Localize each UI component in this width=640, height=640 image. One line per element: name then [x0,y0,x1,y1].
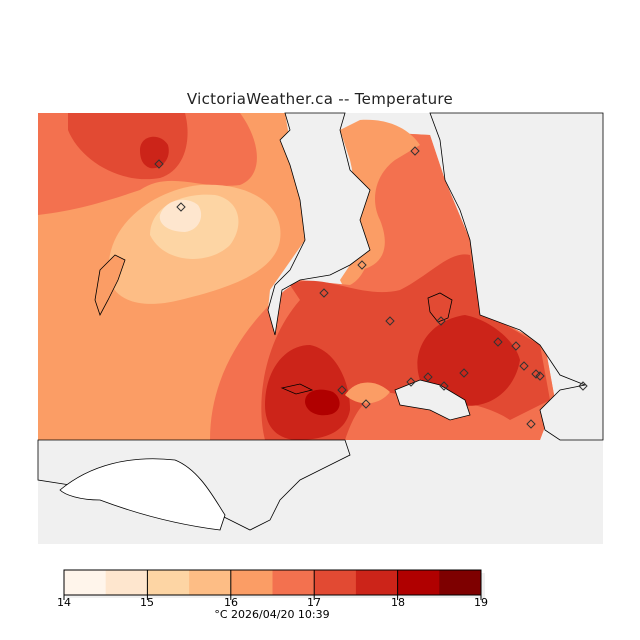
east-water [429,112,604,441]
colorbar-cell [189,570,232,595]
colorbar-tick-label: 18 [391,596,405,609]
colorbar-cell [147,570,190,595]
colorbar-tick-label: 14 [57,596,71,609]
colorbar-tick-label: 19 [474,596,488,609]
colorbar-cell [355,570,399,595]
colorbar-cell [397,570,440,595]
station-marker [154,159,164,169]
station-marker [361,399,371,409]
harbour-water [394,379,471,421]
station-marker [385,316,395,326]
island-east [427,292,453,323]
station-marker [526,419,536,429]
station-marker [493,337,503,347]
map-title: VictoriaWeather.ca -- Temperature [186,90,454,108]
station-marker [319,288,329,298]
station-marker [410,146,420,156]
station-marker [436,316,446,326]
island-west [94,254,126,317]
channel-water [267,112,371,336]
station-marker [511,341,521,351]
colorbar-cell [64,570,107,595]
contour-14.5-15 [159,199,202,232]
station-marker [439,381,449,391]
contour-17.5-18-sw [265,345,350,440]
south-land [59,458,226,531]
station-marker [406,377,416,387]
colorbar-cell [439,570,482,595]
colorbar-tick-label: 17 [307,596,321,609]
colorbar-tick-label: 16 [224,596,238,609]
station-marker [578,381,588,391]
station-marker [535,371,545,381]
unit-and-timestamp: °C 2026/04/20 10:39 [214,608,330,621]
station-marker [357,260,367,270]
colorbar-cell [105,570,148,595]
colorbar-cell [272,570,315,595]
contour-16-16.5-south [345,382,390,404]
contour-17.5-18-nw [140,136,169,169]
colorbar-cell [314,570,357,595]
station-marker [176,202,186,212]
colorbar-cell [230,570,273,595]
colorbar-tick-label: 15 [140,596,154,609]
station-marker [423,372,433,382]
island-sw [280,383,314,395]
station-marker [459,368,469,378]
contour-18-18.5 [305,389,340,416]
station-markers [154,146,588,429]
station-marker [519,361,529,371]
station-marker [337,385,347,395]
